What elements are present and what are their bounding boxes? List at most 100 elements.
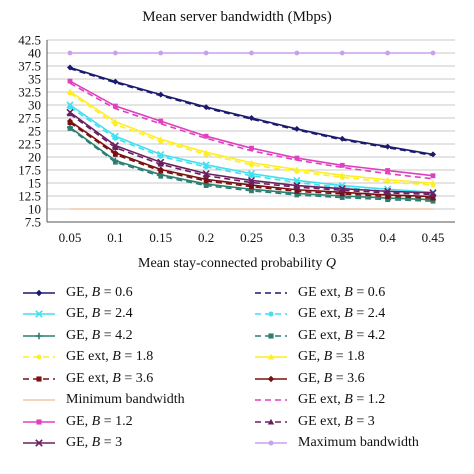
line-chart: 7.51012.51517.52022.52527.53032.53537.54… [18, 33, 455, 245]
point-marker [36, 419, 42, 425]
legend-label-suffix: = 0.6 [352, 284, 386, 300]
y-tick-label: 27.5 [18, 111, 41, 126]
y-tick-label: 30 [28, 98, 41, 113]
legend-swatch [255, 311, 287, 317]
legend-label-suffix: = 2.4 [100, 306, 133, 322]
x-tick-labels: 0.05 0.1 0.15 0.2 0.25 0.3 0.35 0.4 0.45 [59, 230, 445, 245]
legend-item: GE, B = 1.2 [22, 411, 254, 433]
point-marker [248, 159, 255, 166]
legend-label-variable: B [112, 349, 121, 365]
legend-label: GE ext, B = 2.4 [298, 306, 385, 322]
legend-item: GE ext, B = 3 [254, 411, 462, 433]
legend-label: GE ext, B = 4.2 [298, 328, 385, 344]
legend-label-prefix: GE ext, [66, 349, 113, 365]
point-marker [158, 173, 164, 179]
point-marker [67, 50, 73, 56]
x-tick-label: 0.15 [149, 230, 172, 245]
point-marker [268, 440, 274, 446]
legend-item: Maximum bandwidth [254, 433, 462, 455]
y-tick-label: 37.5 [18, 59, 41, 74]
legend-label: GE, B = 4.2 [66, 328, 133, 344]
series-line [69, 82, 434, 180]
series-5 [67, 126, 436, 204]
point-marker [67, 118, 73, 125]
legend-label: GE ext, B = 0.6 [298, 285, 385, 301]
legend-label-prefix: GE, [66, 327, 92, 343]
series-7 [67, 88, 436, 186]
legend-label: GE, B = 1.2 [66, 414, 133, 430]
legend-label: GE, B = 3 [66, 435, 122, 451]
point-marker [157, 158, 165, 166]
legend-item: GE, B = 0.6 [22, 282, 254, 304]
legend-label-variable: B [344, 284, 353, 300]
point-marker [202, 170, 210, 178]
y-tick-label: 15 [28, 176, 41, 191]
legend-item: Minimum bandwidth [22, 390, 254, 412]
legend-swatch [23, 332, 55, 339]
legend-label: Maximum bandwidth [298, 435, 419, 451]
legend-label-variable: B [344, 413, 353, 429]
point-marker [67, 104, 73, 110]
y-tick-labels: 7.51012.51517.52022.52527.53032.53537.54… [18, 33, 41, 230]
point-marker [385, 168, 391, 173]
point-marker [249, 173, 254, 179]
legend-swatch [23, 289, 55, 296]
legend-label: GE ext, B = 3.6 [66, 371, 153, 387]
x-tick-label: 0.1 [107, 230, 123, 245]
legend-label: GE ext, B = 1.2 [298, 392, 385, 408]
x-tick-label: 0.35 [331, 230, 354, 245]
legend-label: GE, B = 2.4 [66, 306, 133, 322]
point-marker [112, 144, 119, 151]
point-marker [203, 164, 209, 170]
legend-label-suffix: = 4.2 [100, 327, 133, 343]
series-1 [69, 67, 434, 157]
point-marker [157, 166, 164, 173]
point-marker [385, 197, 391, 203]
point-marker [267, 375, 275, 382]
y-tick-label: 42.5 [18, 33, 41, 48]
point-marker [203, 50, 209, 56]
point-marker [430, 180, 436, 186]
legend-item: GE ext, B = 0.6 [254, 282, 462, 304]
y-tick-label: 12.5 [18, 189, 41, 204]
legend-label-suffix: = 1.8 [332, 349, 365, 365]
point-marker [158, 50, 164, 56]
y-tick-label: 10 [28, 202, 41, 217]
point-marker [268, 311, 274, 317]
series-9 [67, 118, 436, 200]
legend: GE, B = 0.6 GE ext, B = 0.6 GE, B = 2.4 GE … [22, 282, 462, 470]
legend-swatch [23, 439, 55, 448]
x-axis-label-variable: Q [325, 256, 336, 271]
legend-swatch [255, 418, 287, 425]
x-tick-label: 0.2 [198, 230, 214, 245]
legend-item: GE ext, B = 1.2 [254, 390, 462, 412]
point-marker [385, 50, 391, 56]
point-marker [112, 50, 118, 56]
y-tick-label: 25 [28, 124, 41, 139]
legend-label-prefix: GE ext, [66, 370, 113, 386]
legend-item: GE, B = 3.6 [254, 368, 462, 390]
point-marker [203, 172, 210, 179]
legend-label: GE ext, B = 1.8 [66, 349, 153, 365]
y-tick-label: 35 [28, 72, 41, 87]
point-marker [66, 108, 74, 116]
legend-label-variable: B [91, 435, 101, 451]
legend-label-suffix: = 1.2 [100, 413, 133, 429]
point-marker [384, 176, 391, 183]
point-marker [157, 136, 164, 142]
legend-label-prefix: GE, [298, 370, 324, 386]
point-marker [293, 182, 301, 190]
legend-item: GE, B = 2.4 [22, 304, 254, 326]
series-line [69, 67, 434, 157]
point-marker [158, 118, 164, 124]
legend-label: GE, B = 1.8 [298, 349, 365, 365]
point-marker [294, 50, 300, 56]
legend-swatch [23, 419, 55, 425]
y-tick-label: 32.5 [18, 85, 41, 100]
point-marker [158, 154, 164, 159]
point-marker [35, 289, 43, 296]
point-marker [112, 118, 119, 125]
point-marker [112, 78, 119, 85]
legend-item: GE, B = 3 [22, 433, 254, 455]
point-marker [67, 78, 73, 84]
